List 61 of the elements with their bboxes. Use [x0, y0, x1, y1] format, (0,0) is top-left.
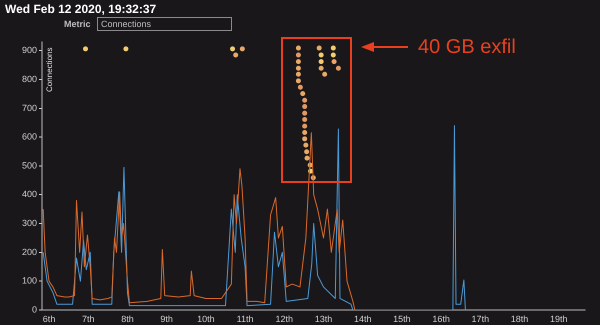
y-tick-label: 700 [22, 102, 37, 113]
y-axis-title: Connections [45, 48, 54, 92]
point [302, 117, 308, 122]
x-tick-label: 10th [197, 314, 215, 324]
y-tick-label: 200 [22, 246, 37, 257]
point [316, 46, 322, 51]
chart-title: Wed Feb 12 2020, 19:32:37 [5, 2, 156, 16]
point [322, 72, 328, 77]
y-tick-label: 400 [22, 189, 37, 200]
x-tick-label: 16th [432, 314, 450, 324]
x-tick-label: 6th [42, 314, 56, 324]
x-tick-label: 11th [236, 314, 254, 324]
point [296, 59, 301, 64]
point [296, 66, 301, 71]
point [302, 136, 308, 142]
point [230, 46, 236, 52]
text: Metric [64, 19, 91, 29]
x-tick-label: 19th [550, 314, 568, 324]
annotation: 40 GB exfil [418, 36, 516, 59]
x-tick-label: 8th [121, 314, 134, 324]
point [332, 59, 337, 64]
x-tick-label: 9th [160, 314, 173, 324]
x-tick-label: 15th [393, 314, 411, 324]
y-tick-label: 800 [22, 74, 37, 84]
point [318, 52, 324, 58]
y-tick-label: 600 [22, 132, 37, 142]
x-tick-label: 13th [314, 314, 332, 324]
y-tick-label: 900 [22, 45, 37, 56]
y-tick-label: 500 [22, 160, 37, 170]
point [298, 84, 303, 90]
point [330, 46, 336, 51]
point [296, 78, 301, 84]
x-tick-label: 12th [276, 314, 294, 324]
point [300, 91, 306, 96]
x-tick-label: 17th [472, 314, 490, 324]
x-tick-label: 7th [82, 314, 95, 324]
point [296, 52, 301, 58]
y-tick-label: 300 [22, 218, 37, 228]
point [318, 59, 324, 64]
point [83, 46, 88, 52]
point [302, 98, 308, 103]
point [240, 46, 245, 52]
point [302, 124, 308, 129]
point [336, 66, 341, 71]
point [304, 149, 310, 154]
point [302, 130, 308, 135]
point [304, 156, 310, 161]
y-tick-label: 100 [22, 276, 37, 286]
point [303, 142, 308, 148]
point [233, 52, 238, 58]
x-tick-label: 14th [354, 314, 372, 324]
text: Connections [97, 17, 232, 31]
x-tick-label: 18th [510, 314, 528, 324]
point [318, 66, 324, 71]
point [123, 46, 128, 52]
point [302, 110, 308, 116]
y-tick-label: 0 [32, 304, 37, 314]
point [302, 104, 308, 110]
point [296, 72, 301, 77]
point [330, 52, 336, 58]
point [296, 46, 301, 51]
